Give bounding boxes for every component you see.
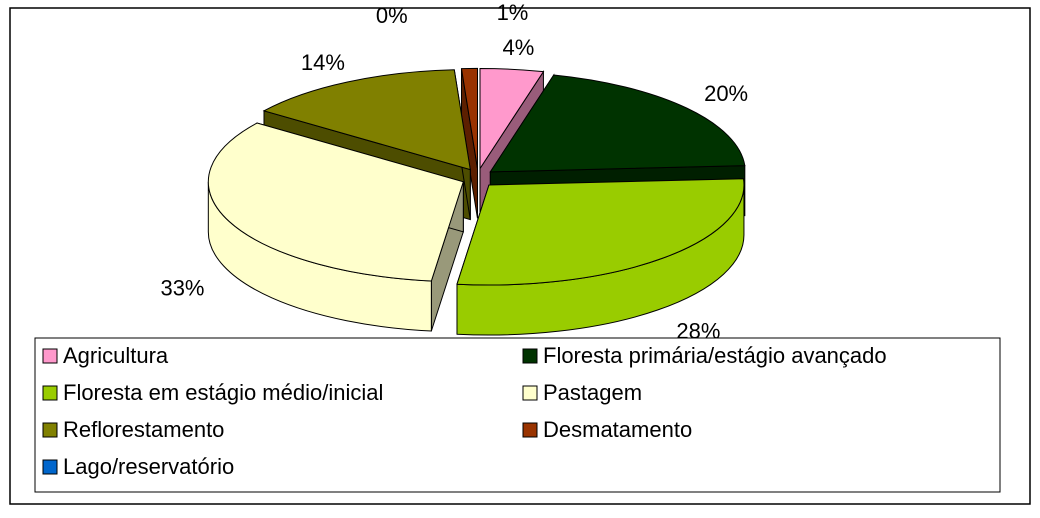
slice-group xyxy=(207,122,464,332)
legend-label: Floresta primária/estágio avançado xyxy=(543,343,887,368)
data-label: 28% xyxy=(676,318,720,343)
slice xyxy=(207,122,464,282)
legend-swatch xyxy=(522,348,538,364)
legend-swatch xyxy=(42,422,58,438)
legend-label: Floresta em estágio médio/inicial xyxy=(63,380,383,405)
slice xyxy=(479,67,545,171)
slice-group xyxy=(456,178,745,336)
legend-label: Reflorestamento xyxy=(63,417,224,442)
legend-label: Desmatamento xyxy=(543,417,692,442)
slice xyxy=(460,67,478,169)
slice xyxy=(456,178,745,286)
legend-swatch xyxy=(522,422,538,438)
legend-swatch xyxy=(522,385,538,401)
legend-swatch xyxy=(42,348,58,364)
legend-label: Lago/reservatório xyxy=(63,454,234,479)
data-label: 0% xyxy=(376,3,408,28)
legend-box xyxy=(34,337,1001,493)
legend-label: Agricultura xyxy=(63,343,169,368)
data-label: 33% xyxy=(160,275,204,300)
data-label: 1% xyxy=(497,0,529,25)
pie xyxy=(207,67,746,336)
slice xyxy=(262,69,471,171)
data-label: 4% xyxy=(502,35,534,60)
legend-label: Pastagem xyxy=(543,380,642,405)
data-label: 20% xyxy=(704,81,748,106)
legend-swatch xyxy=(42,385,58,401)
slice xyxy=(489,74,746,173)
legend-swatch xyxy=(42,459,58,475)
data-label: 14% xyxy=(301,50,345,75)
